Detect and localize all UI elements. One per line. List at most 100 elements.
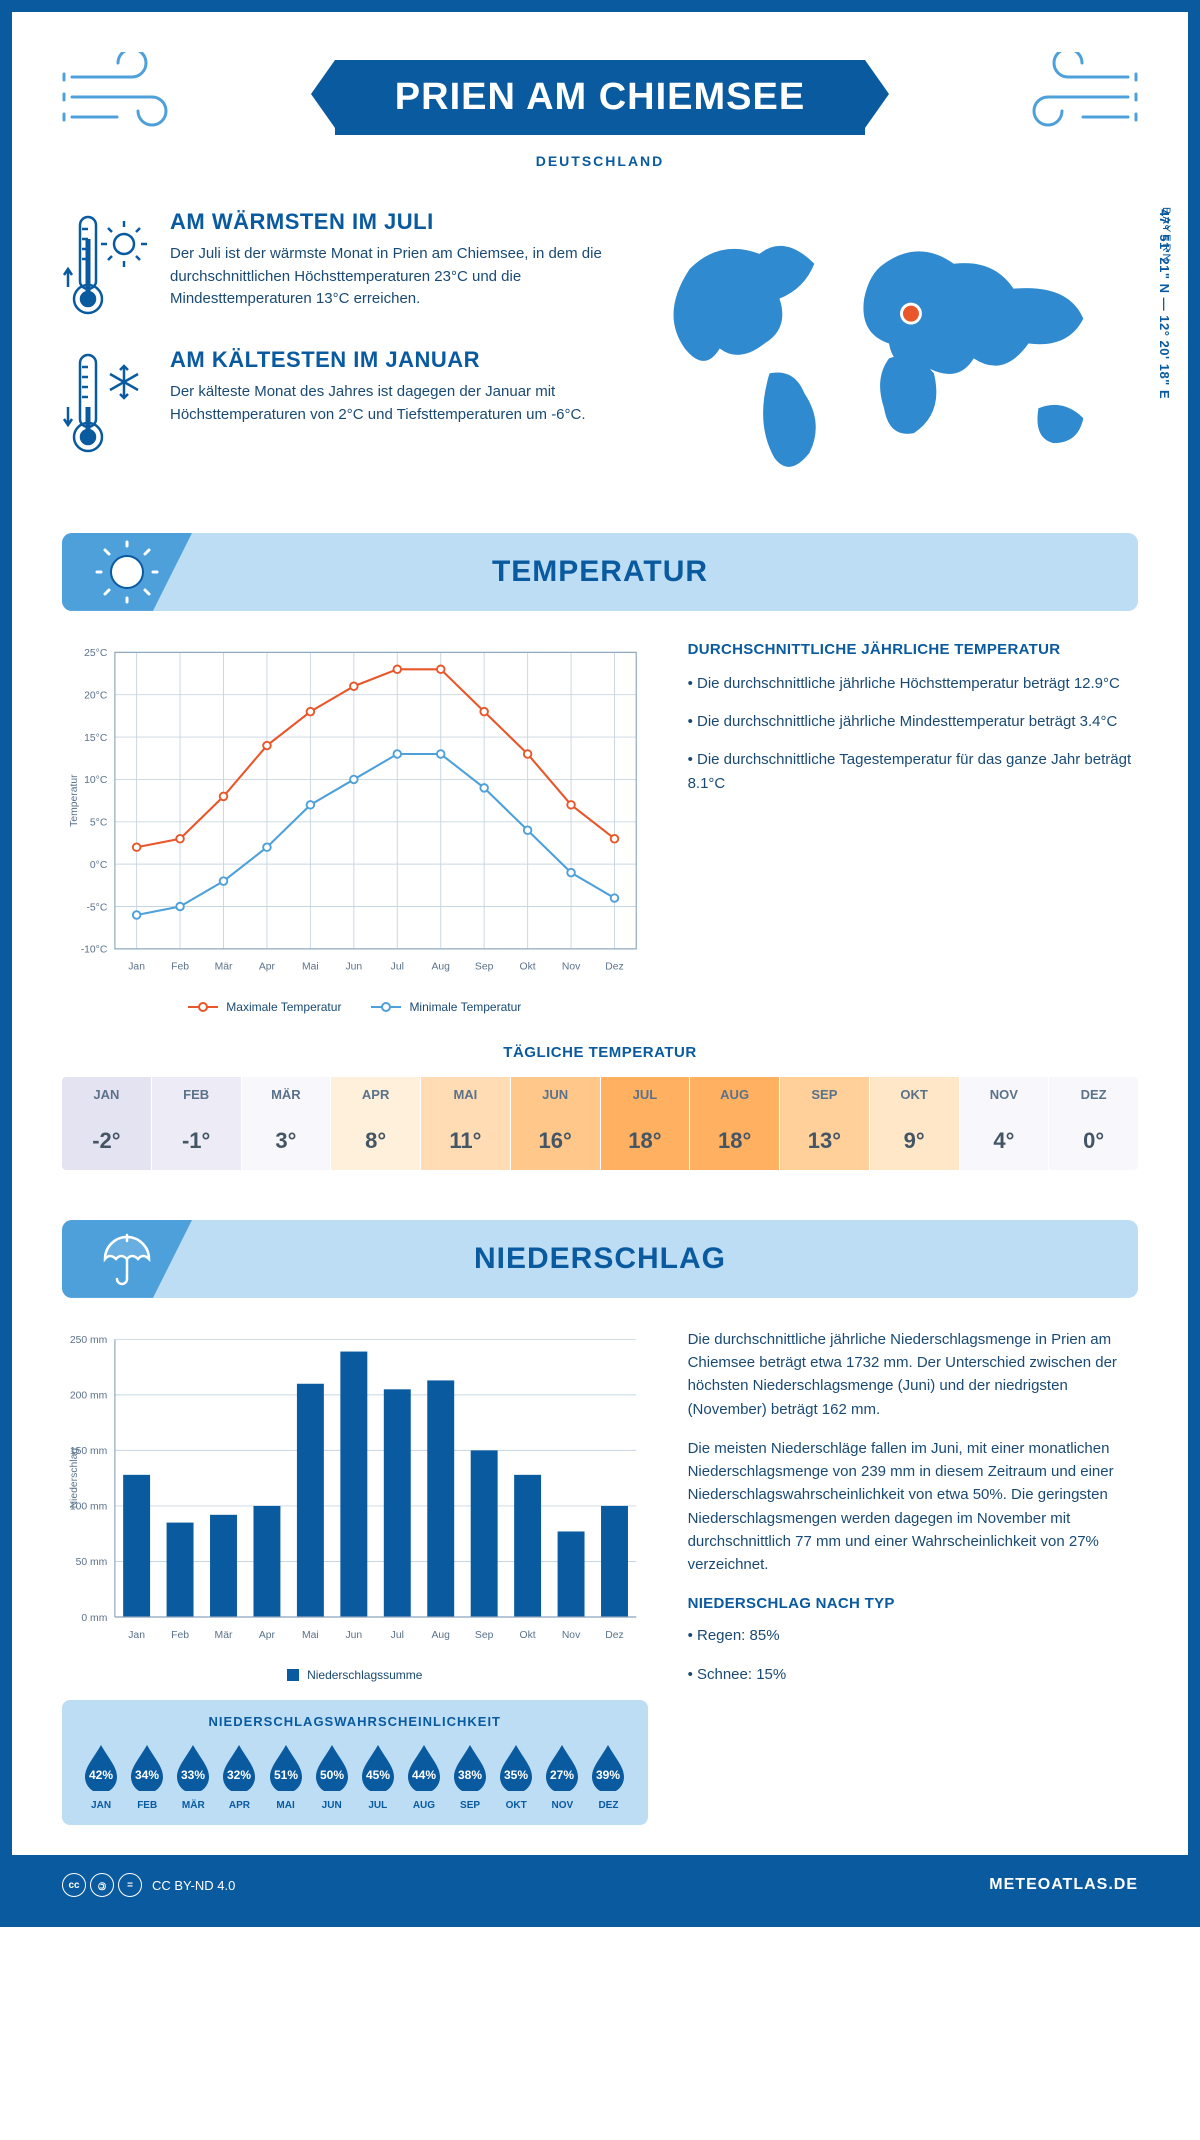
- svg-text:0 mm: 0 mm: [81, 1613, 107, 1624]
- precip-bar-chart: 0 mm50 mm100 mm150 mm200 mm250 mmJanFebM…: [62, 1328, 648, 1682]
- svg-text:45%: 45%: [366, 1768, 390, 1782]
- svg-text:Okt: Okt: [520, 962, 536, 973]
- footer: cc🄯= CC BY-ND 4.0 METEOATLAS.DE: [12, 1855, 1188, 1915]
- temp-bullet-0: • Die durchschnittliche jährliche Höchst…: [688, 672, 1138, 696]
- daily-cell: FEB-1°: [152, 1077, 242, 1170]
- svg-text:33%: 33%: [181, 1768, 205, 1782]
- svg-text:Mai: Mai: [302, 962, 319, 973]
- svg-text:Nov: Nov: [562, 962, 581, 973]
- fact-warmest: AM WÄRMSTEN IM JULI Der Juli ist der wär…: [62, 209, 610, 319]
- svg-text:Niederschlag: Niederschlag: [69, 1448, 80, 1509]
- daily-cell: JUN16°: [511, 1077, 601, 1170]
- temperature-line-chart: -10°C -5°C 0°C 5°C 10°C 15°C 20°C 25°C Jan Feb Mär…: [62, 641, 648, 1014]
- svg-text:0°C: 0°C: [90, 860, 108, 871]
- precip-section-header: NIEDERSCHLAG: [62, 1220, 1138, 1298]
- daily-cell: NOV4°: [960, 1077, 1050, 1170]
- svg-text:Temperatur: Temperatur: [69, 774, 80, 827]
- svg-text:Aug: Aug: [431, 1630, 450, 1641]
- precip-drop: 45%JUL: [357, 1741, 399, 1811]
- daily-cell: MÄR3°: [242, 1077, 332, 1170]
- temp-bullet-1: • Die durchschnittliche jährliche Mindes…: [688, 710, 1138, 734]
- precip-drop: 39%DEZ: [587, 1741, 629, 1811]
- svg-text:Mär: Mär: [215, 962, 233, 973]
- precip-drop: 50%JUN: [311, 1741, 353, 1811]
- daily-temp-heading: TÄGLICHE TEMPERATUR: [62, 1044, 1138, 1061]
- legend-precip: Niederschlagssumme: [287, 1668, 422, 1682]
- daily-cell: JAN-2°: [62, 1077, 152, 1170]
- svg-text:Apr: Apr: [259, 962, 276, 973]
- precip-drop: 32%APR: [218, 1741, 260, 1811]
- svg-text:Jul: Jul: [391, 962, 404, 973]
- svg-text:Aug: Aug: [431, 962, 450, 973]
- fact-coldest: AM KÄLTESTEN IM JANUAR Der kälteste Mona…: [62, 347, 610, 457]
- site-name: METEOATLAS.DE: [989, 1876, 1138, 1894]
- fact-cold-title: AM KÄLTESTEN IM JANUAR: [170, 347, 610, 373]
- svg-text:Jun: Jun: [345, 1630, 362, 1641]
- precip-type-1: • Schnee: 15%: [688, 1663, 1138, 1686]
- svg-text:38%: 38%: [458, 1768, 482, 1782]
- svg-text:Dez: Dez: [605, 1630, 623, 1641]
- temperature-section-header: TEMPERATUR: [62, 533, 1138, 611]
- daily-cell: SEP13°: [780, 1077, 870, 1170]
- svg-text:42%: 42%: [89, 1768, 113, 1782]
- svg-text:34%: 34%: [135, 1768, 159, 1782]
- svg-text:15°C: 15°C: [84, 733, 108, 744]
- license-text: CC BY-ND 4.0: [152, 1878, 235, 1893]
- precip-drop: 44%AUG: [403, 1741, 445, 1811]
- precip-p2: Die meisten Niederschläge fallen im Juni…: [688, 1437, 1138, 1577]
- svg-text:Jul: Jul: [391, 1630, 404, 1641]
- precip-type-0: • Regen: 85%: [688, 1624, 1138, 1647]
- header: PRIEN AM CHIEMSEE DEUTSCHLAND: [62, 52, 1138, 169]
- sun-icon: [95, 540, 159, 604]
- precip-drop: 27%NOV: [541, 1741, 583, 1811]
- svg-text:Feb: Feb: [171, 1630, 189, 1641]
- cc-license-icon: cc🄯=: [62, 1873, 142, 1897]
- precip-drop: 34%FEB: [126, 1741, 168, 1811]
- fact-warm-title: AM WÄRMSTEN IM JULI: [170, 209, 610, 235]
- svg-text:Nov: Nov: [562, 1630, 581, 1641]
- precip-p1: Die durchschnittliche jährliche Niedersc…: [688, 1328, 1138, 1421]
- precip-drop: 35%OKT: [495, 1741, 537, 1811]
- svg-text:44%: 44%: [412, 1768, 436, 1782]
- svg-text:Sep: Sep: [475, 1630, 494, 1641]
- precip-drop: 42%JAN: [80, 1741, 122, 1811]
- daily-cell: DEZ0°: [1049, 1077, 1138, 1170]
- svg-text:-10°C: -10°C: [81, 945, 108, 956]
- svg-text:Jan: Jan: [128, 962, 145, 973]
- temp-bullet-2: • Die durchschnittliche Tagestemperatur …: [688, 748, 1138, 796]
- svg-text:35%: 35%: [504, 1768, 528, 1782]
- svg-text:25°C: 25°C: [84, 648, 108, 659]
- daily-cell: AUG18°: [690, 1077, 780, 1170]
- precip-drop: 51%MAI: [265, 1741, 307, 1811]
- daily-cell: APR8°: [331, 1077, 421, 1170]
- svg-text:Okt: Okt: [520, 1630, 536, 1641]
- svg-text:Sep: Sep: [475, 962, 494, 973]
- precip-heading: NIEDERSCHLAG: [62, 1242, 1138, 1276]
- precip-drop: 33%MÄR: [172, 1741, 214, 1811]
- svg-text:Jan: Jan: [128, 1630, 145, 1641]
- daily-cell: OKT9°: [870, 1077, 960, 1170]
- svg-text:Apr: Apr: [259, 1630, 276, 1641]
- prob-heading: NIEDERSCHLAGSWAHRSCHEINLICHKEIT: [80, 1714, 630, 1729]
- legend-min: .legend-item:nth-child(2) .legend-line::…: [371, 1000, 521, 1014]
- title-banner: PRIEN AM CHIEMSEE: [335, 60, 865, 135]
- fact-warm-text: Der Juli ist der wärmste Monat in Prien …: [170, 243, 610, 311]
- thermometer-snow-icon: [62, 347, 152, 457]
- svg-text:Jun: Jun: [345, 962, 362, 973]
- svg-text:5°C: 5°C: [90, 817, 108, 828]
- precip-type-heading: NIEDERSCHLAG NACH TYP: [688, 1592, 1138, 1615]
- wind-swirl-icon: [62, 52, 202, 142]
- svg-text:10°C: 10°C: [84, 775, 108, 786]
- svg-text:200 mm: 200 mm: [70, 1391, 107, 1402]
- svg-text:Feb: Feb: [171, 962, 189, 973]
- region: BAYERN: [1160, 207, 1172, 263]
- temp-summary-heading: DURCHSCHNITTLICHE JÄHRLICHE TEMPERATUR: [688, 641, 1138, 658]
- svg-text:Dez: Dez: [605, 962, 623, 973]
- svg-text:Mär: Mär: [215, 1630, 233, 1641]
- svg-text:-5°C: -5°C: [86, 902, 107, 913]
- svg-text:50%: 50%: [320, 1768, 344, 1782]
- page-title: PRIEN AM CHIEMSEE: [395, 76, 805, 119]
- svg-text:20°C: 20°C: [84, 690, 108, 701]
- thermometer-sun-icon: [62, 209, 152, 319]
- daily-cell: JUL18°: [601, 1077, 691, 1170]
